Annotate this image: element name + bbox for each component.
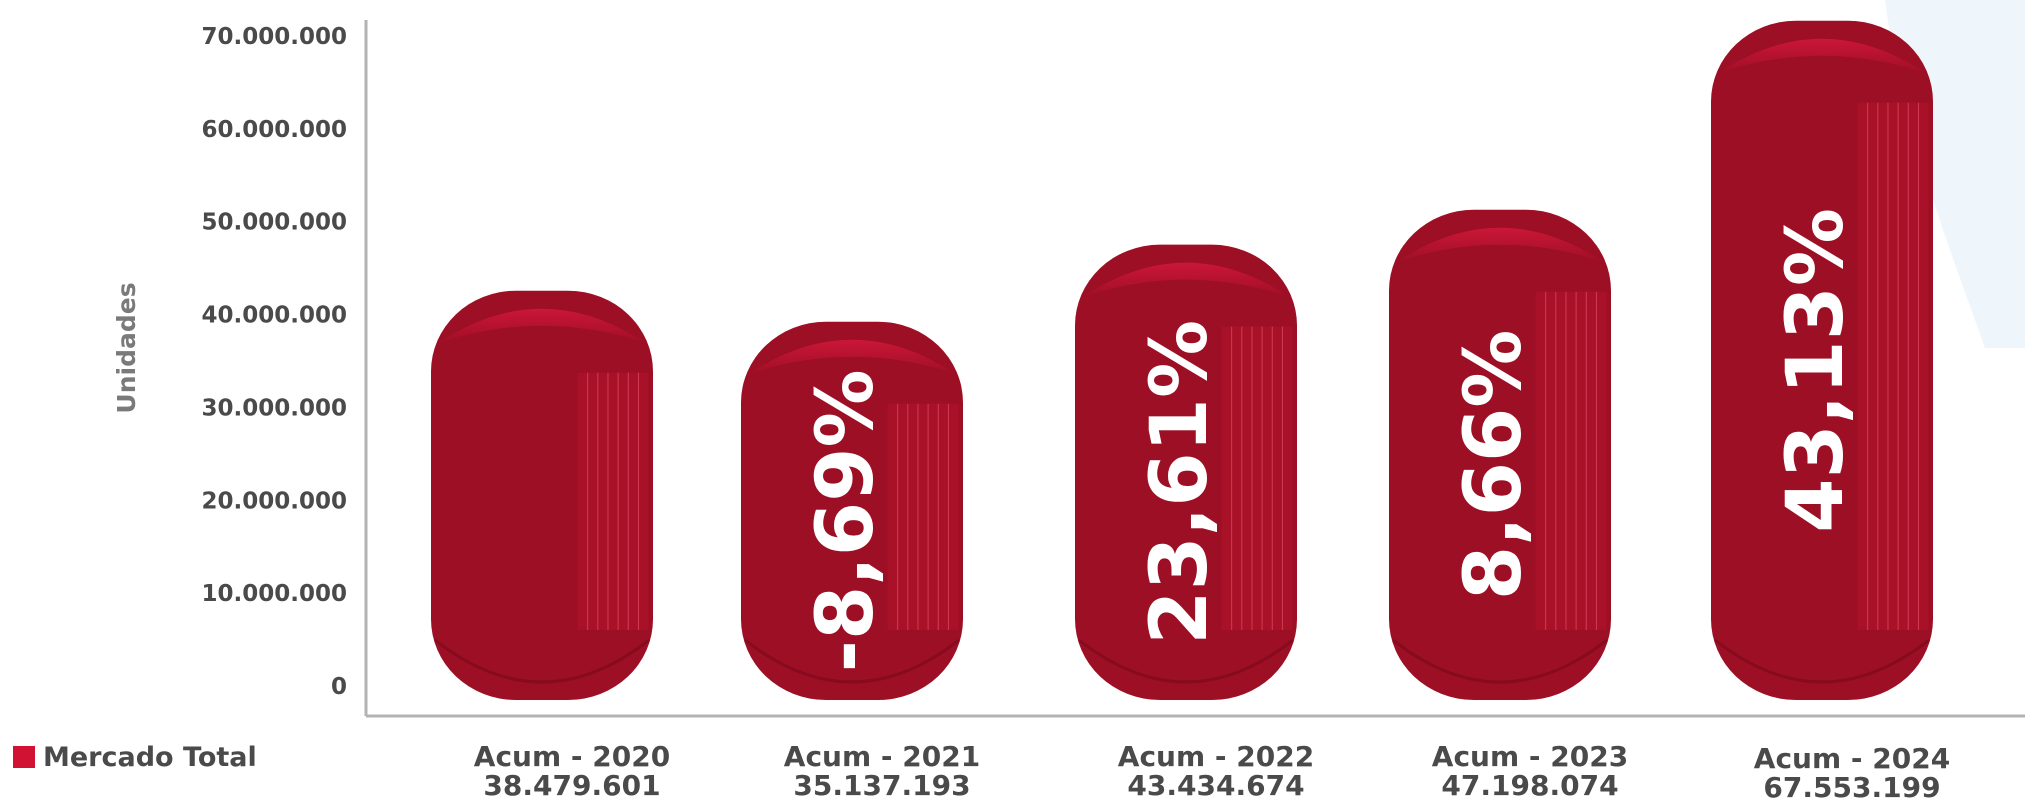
x-tick-label: Acum - 2024: [1754, 742, 1950, 775]
bar-side-panel: [887, 403, 959, 630]
bar-bottom-edge: [744, 638, 960, 684]
bar-growth-label: 23,61%: [1135, 320, 1225, 645]
bar-value-label: 38.479.601: [483, 769, 660, 799]
bar-growth-label: 43,13%: [1771, 208, 1861, 533]
bar-bottom-edge: [1714, 638, 1930, 684]
bar-growth-label: 8,66%: [1449, 330, 1539, 601]
x-tick-label: Acum - 2020: [474, 740, 670, 773]
bar: 8,66%: [1389, 209, 1611, 700]
bar: -8,69%: [741, 321, 963, 700]
bar-bottom-edge: [434, 638, 650, 684]
bar-value-label: 47.198.074: [1441, 769, 1618, 799]
bar-top-cap: [439, 308, 645, 343]
bar-bottom-edge: [1078, 638, 1294, 684]
legend-swatch: [13, 746, 35, 768]
y-tick-label: 20.000.000: [201, 488, 347, 514]
y-tick-label: 10.000.000: [201, 581, 347, 607]
y-tick-label: 0: [331, 674, 347, 700]
bar: [431, 290, 653, 700]
bar-bottom-edge: [1392, 638, 1608, 684]
bar-growth-label: -8,69%: [801, 369, 891, 672]
x-tick-label: Acum - 2021: [784, 740, 980, 773]
bar-value-label: 35.137.193: [793, 769, 970, 799]
legend-label: Mercado Total: [43, 742, 257, 773]
y-tick-label: 40.000.000: [201, 303, 347, 329]
bar-top-cap: [1719, 38, 1925, 73]
bar-top-cap: [749, 339, 955, 374]
bar-top-cap: [1083, 262, 1289, 297]
y-axis-label: Unidades: [112, 282, 141, 413]
y-tick-label: 50.000.000: [201, 210, 347, 236]
y-tick-label: 60.000.000: [201, 117, 347, 143]
bar-value-label: 43.434.674: [1127, 769, 1304, 799]
bar: 23,61%: [1075, 244, 1297, 700]
bar-top-cap: [1397, 227, 1603, 262]
bar-side-panel: [577, 372, 649, 630]
x-tick-label: Acum - 2022: [1118, 740, 1314, 773]
y-tick-label: 70.000.000: [201, 24, 347, 50]
y-tick-label: 30.000.000: [201, 395, 347, 421]
bars: -8,69% 23,61% 8,66% 43,13%: [431, 20, 1933, 701]
y-axis-ticks: 0 10.000.000 20.000.000 30.000.000 40.000.00…: [201, 24, 347, 700]
legend: Mercado Total: [13, 742, 257, 773]
bar-side-panel: [1535, 291, 1607, 630]
bar-side-panel: [1221, 326, 1293, 630]
bar-value-label: 67.553.199: [1763, 771, 1940, 799]
x-tick-label: Acum - 2023: [1432, 740, 1628, 773]
bar-side-panel: [1857, 102, 1929, 631]
bar: 43,13%: [1711, 20, 1933, 701]
